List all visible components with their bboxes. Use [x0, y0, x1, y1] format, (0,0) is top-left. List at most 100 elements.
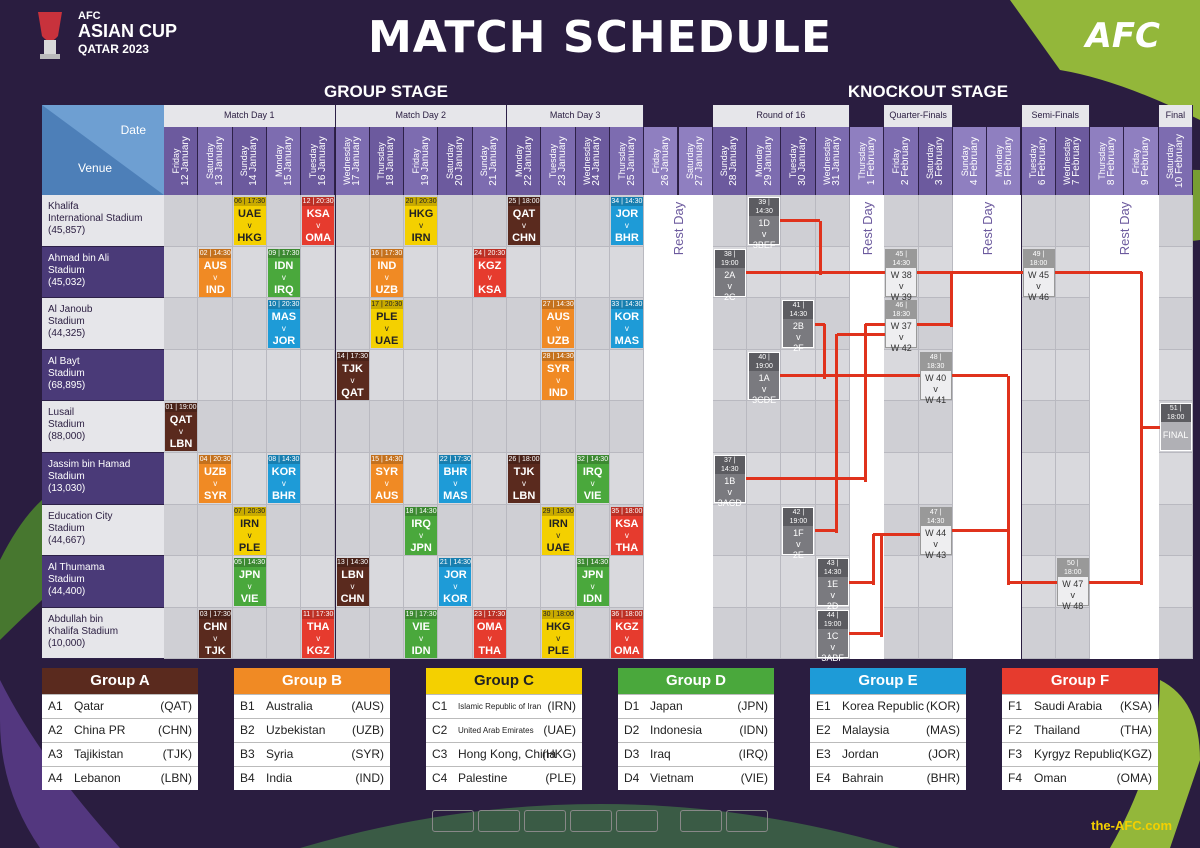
grid-corner: Date Venue — [42, 105, 164, 195]
match-card[interactable]: 07 | 20:30 IRN v PLE — [233, 506, 266, 555]
group-heading: Group C — [426, 668, 582, 694]
match-number: 31 | 14:30 — [576, 558, 609, 568]
knockout-card[interactable]: 44 | 19:00 1C v 3ABF — [816, 609, 849, 663]
match-card[interactable]: 27 | 14:30 AUS v UZB — [542, 300, 575, 349]
match-card[interactable]: 30 | 18:00 HKG v PLE — [542, 609, 575, 658]
versus-label: v — [247, 582, 252, 592]
grid-cell — [1055, 401, 1091, 453]
match-number: 29 | 18:00 — [542, 506, 575, 516]
match-number: 19 | 17:30 — [405, 609, 438, 619]
match-card[interactable]: 36 | 18:00 KGZ v OMA — [610, 609, 643, 658]
grid-cell — [1158, 298, 1193, 350]
match-card[interactable]: 34 | 14:30 JOR v BHR — [610, 197, 643, 245]
day-label: Sunday 21 January — [479, 136, 500, 186]
match-card[interactable]: 10 | 20:30 MAS v JOR — [267, 300, 300, 349]
match-number: 13 | 14:30 — [336, 558, 369, 568]
match-card[interactable]: 01 | 19:00 QAT v LBN — [165, 403, 197, 452]
match-card[interactable]: 05 | 14:30 JPN v VIE — [233, 558, 266, 607]
day-header: Saturday 27 January — [678, 127, 713, 195]
knockout-card[interactable]: 41 | 14:30 2B v 2F — [782, 300, 815, 353]
match-card[interactable]: 14 | 17:30 TJK v QAT — [336, 351, 369, 400]
knockout-card[interactable]: 43 | 14:30 1E v 2D — [816, 558, 849, 611]
team-code: E3 — [816, 747, 831, 761]
team-code: F1 — [1008, 699, 1023, 713]
match-card[interactable]: 26 | 18:00 TJK v LBN — [508, 455, 540, 503]
match-card[interactable]: 21 | 14:30 JOR v KOR — [439, 558, 472, 607]
team-code: B1 — [240, 699, 255, 713]
match-card[interactable]: 03 | 17:30 CHN v TJK — [199, 609, 232, 658]
match-number: 36 | 18:00 — [610, 609, 643, 619]
match-card[interactable]: 19 | 17:30 VIE v IDN — [405, 609, 438, 658]
versus-label: v — [830, 641, 835, 652]
match-card[interactable]: 32 | 14:30 IRQ v VIE — [576, 455, 609, 503]
match-card[interactable]: 11 | 17:30 THA v KGZ — [302, 609, 335, 658]
match-card[interactable]: 09 | 17:30 IDN v IRQ — [267, 248, 300, 297]
team-abbrev: (IDN) — [739, 723, 768, 737]
home-team: IRN — [240, 517, 260, 530]
match-card[interactable]: 12 | 20:30 KSA v OMA — [302, 197, 335, 245]
match-number: 07 | 20:30 — [233, 506, 266, 516]
group-team-row: C1 Islamic Republic of Iran (IRN) — [426, 694, 582, 718]
match-card[interactable]: 22 | 17:30 BHR v MAS — [439, 455, 472, 503]
knockout-card[interactable]: 48 | 18:30 W 40 v W 41 — [919, 351, 952, 405]
match-card[interactable]: 02 | 14:30 AUS v IND — [199, 248, 232, 297]
day-header: Monday 29 January — [747, 127, 782, 195]
knockout-card[interactable]: 49 | 18:00 W 45 v W 46 — [1022, 248, 1055, 302]
grid-cell — [232, 349, 267, 402]
match-card[interactable]: 33 | 14:30 KOR v MAS — [610, 300, 643, 349]
match-number: 46 | 18:30 — [886, 301, 917, 320]
grid-cell — [369, 607, 405, 660]
grid-cell — [918, 401, 953, 453]
match-card[interactable]: 18 | 14:30 IRQ v JPN — [405, 506, 438, 555]
venue-label: Ahmad bin Ali Stadium (45,032) — [42, 246, 164, 299]
knockout-card[interactable]: 51 | 18:00 FINAL — [1159, 403, 1192, 452]
knockout-card[interactable]: 37 | 14:30 1B v 3ACD — [713, 455, 746, 508]
knockout-card[interactable]: 39 | 14:30 1D v 3BEF — [748, 197, 781, 250]
grid-cell — [712, 298, 748, 350]
versus-label: v — [830, 590, 835, 601]
group-team-row: D4 Vietnam (VIE) — [618, 766, 774, 790]
match-card[interactable]: 15 | 14:30 SYR v AUS — [370, 455, 403, 503]
day-header: Friday 19 January — [404, 127, 439, 195]
match-number: 02 | 14:30 — [199, 248, 232, 258]
match-number: 30 | 18:00 — [542, 609, 575, 619]
match-card[interactable]: 06 | 17:30 UAE v HKG — [233, 197, 266, 245]
knockout-card[interactable]: 50 | 18:00 W 47 v W 48 — [1056, 558, 1089, 611]
grid-cell — [1055, 298, 1091, 350]
bracket-line — [780, 219, 821, 223]
versus-label: v — [384, 272, 389, 282]
match-card[interactable]: 04 | 20:30 UZB v SYR — [199, 455, 232, 503]
match-card[interactable]: 24 | 20:30 KGZ v KSA — [473, 248, 506, 297]
match-card[interactable]: 23 | 17:30 OMA v THA — [473, 609, 506, 658]
match-card[interactable]: 28 | 14:30 SYR v IND — [542, 351, 575, 400]
match-card[interactable]: 13 | 14:30 LBN v CHN — [336, 558, 369, 607]
grid-cell — [198, 504, 233, 557]
knockout-card[interactable]: 40 | 19:00 1A v 3CDE — [748, 351, 781, 405]
day-header: Sunday 21 January — [472, 127, 507, 195]
match-card[interactable]: 31 | 14:30 JPN v IDN — [576, 558, 609, 607]
day-label: Thursday 25 January — [616, 136, 637, 186]
group-team-row: A3 Tajikistan (TJK) — [42, 742, 198, 766]
site-url[interactable]: the-AFC.com — [1091, 818, 1172, 833]
match-number: 09 | 17:30 — [267, 248, 300, 258]
versus-label: v — [213, 633, 218, 643]
match-card[interactable]: 16 | 17:30 IND v UZB — [370, 248, 403, 297]
group-table: Group E E1 Korea Republic (KOR) E2 Malaysia (M… — [810, 668, 966, 790]
match-card[interactable]: 08 | 14:30 KOR v BHR — [267, 455, 300, 503]
match-card[interactable]: 17 | 20:30 PLE v UAE — [370, 300, 403, 349]
match-card[interactable]: 35 | 18:00 KSA v THA — [610, 506, 643, 555]
grid-cell — [781, 401, 816, 453]
match-card[interactable]: 29 | 18:00 IRN v UAE — [542, 506, 575, 555]
knockout-card[interactable]: 45 | 14:30 W 38 v W 39 — [885, 248, 918, 302]
match-card[interactable]: 20 | 20:30 HKG v IRN — [405, 197, 438, 245]
team-abbrev: (JOR) — [928, 747, 960, 761]
knockout-card[interactable]: 38 | 19:00 2A v 2C — [713, 248, 746, 302]
knockout-card[interactable]: 47 | 14:30 W 44 v W 43 — [919, 506, 952, 560]
knockout-card[interactable]: 42 | 19:00 1F v 2E — [782, 506, 815, 560]
group-heading: Group A — [42, 668, 198, 694]
away-slot: W 42 — [890, 343, 912, 354]
match-card[interactable]: 25 | 18:00 QAT v CHN — [508, 197, 540, 245]
grid-cell — [1021, 298, 1056, 350]
knockout-card[interactable]: 46 | 18:30 W 37 v W 42 — [885, 300, 918, 353]
group-team-row: E3 Jordan (JOR) — [810, 742, 966, 766]
